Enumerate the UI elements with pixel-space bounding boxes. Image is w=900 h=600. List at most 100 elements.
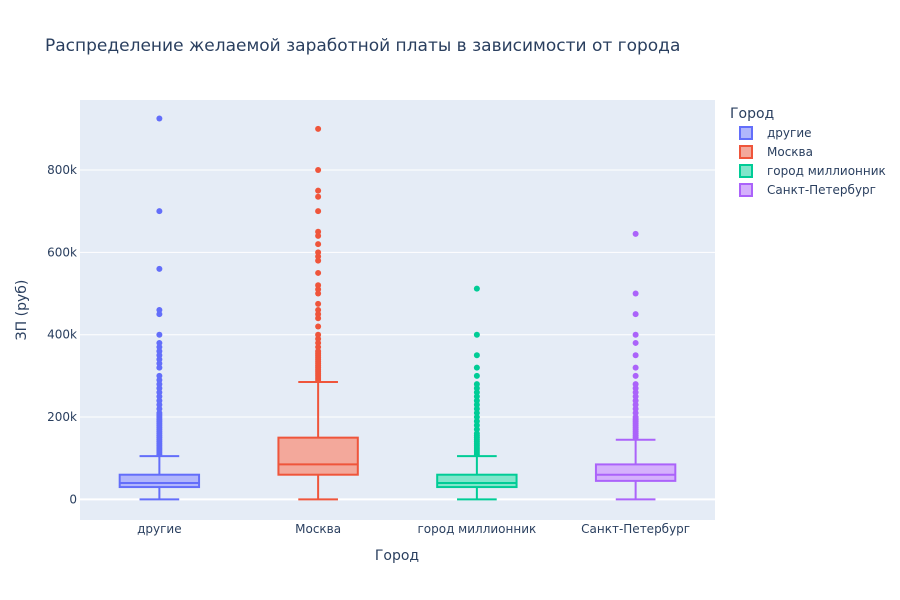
outlier-point [315, 249, 322, 256]
legend[interactable]: Город другие Москва город миллионник Санкт-… [730, 106, 886, 197]
outlier-point [156, 348, 163, 355]
outlier-point [315, 300, 322, 307]
outlier-point [473, 385, 480, 392]
y-tick-label: 400k [47, 328, 77, 342]
outlier-point [632, 405, 639, 412]
outlier-point [315, 331, 322, 338]
outlier-point [156, 372, 163, 379]
outlier-point [473, 331, 480, 338]
outlier-point [632, 409, 639, 416]
outlier-point [632, 389, 639, 396]
outlier-point [315, 125, 322, 132]
legend-item[interactable]: другие [739, 126, 812, 140]
outlier-point [473, 352, 480, 359]
outlier-point [473, 364, 480, 371]
chart-title: Распределение желаемой заработной платы … [45, 36, 680, 56]
outlier-point [315, 253, 322, 260]
outlier-point [632, 397, 639, 404]
legend-label: Санкт-Петербург [767, 183, 876, 197]
outlier-point [473, 409, 480, 416]
outlier-point [315, 286, 322, 293]
outlier-point [632, 352, 639, 359]
outlier-point [315, 269, 322, 276]
outlier-point [156, 360, 163, 367]
outlier-point [156, 389, 163, 396]
outlier-point [315, 208, 322, 215]
y-tick-label: 600k [47, 245, 77, 259]
outlier-point [473, 389, 480, 396]
outlier-point [632, 414, 639, 421]
outlier-point [156, 393, 163, 400]
outlier-point [632, 311, 639, 318]
box-iqr [594, 463, 677, 482]
outlier-point [156, 307, 163, 313]
outlier-point [315, 241, 322, 248]
outlier-point [156, 401, 163, 408]
outlier-point [632, 339, 639, 346]
outlier-point [632, 331, 639, 338]
outlier-point [315, 311, 322, 318]
outlier-point [156, 208, 163, 215]
outlier-point [156, 311, 163, 318]
x-tick-label: Санкт-Петербург [581, 522, 690, 536]
box-trace[interactable] [277, 125, 359, 501]
legend-swatch [739, 145, 753, 159]
outlier-point [156, 331, 163, 338]
legend-swatch [739, 183, 753, 197]
outlier-point [315, 228, 322, 235]
outlier-point [315, 193, 322, 200]
x-tick-label: другие [137, 522, 182, 536]
legend-label: другие [767, 126, 812, 140]
x-axis-title: Город [375, 548, 419, 564]
y-axis-ticks: 0 200k 400k 600k 800k [47, 163, 77, 506]
outlier-point [473, 418, 480, 425]
legend-swatch [739, 164, 753, 178]
outlier-point [473, 393, 480, 400]
legend-label: город миллионник [767, 164, 886, 178]
outlier-point [315, 187, 322, 194]
legend-swatch [739, 126, 753, 140]
box-trace[interactable] [118, 115, 201, 501]
box-iqr [277, 436, 359, 476]
outlier-point [156, 364, 163, 371]
outlier-point [315, 232, 322, 239]
outlier-point [315, 348, 322, 355]
legend-item[interactable]: Санкт-Петербург [739, 183, 876, 197]
legend-title: Город [730, 106, 774, 122]
outlier-point [156, 381, 163, 388]
outlier-point [632, 381, 639, 388]
outlier-point [473, 401, 480, 408]
outlier-point [315, 335, 322, 342]
box-trace[interactable] [436, 285, 518, 501]
outlier-point [632, 385, 639, 392]
legend-item[interactable]: Москва [739, 145, 813, 159]
outlier-point [473, 422, 480, 429]
y-axis-title: ЗП (руб) [14, 280, 30, 341]
outlier-point [632, 230, 639, 237]
outlier-point [315, 323, 322, 330]
outlier-point [315, 307, 322, 313]
outlier-point [473, 285, 480, 292]
outlier-point [473, 430, 480, 437]
outlier-point [473, 426, 480, 433]
outlier-point [156, 397, 163, 404]
outlier-point [632, 393, 639, 400]
outlier-point [473, 372, 480, 379]
legend-item[interactable]: город миллионник [739, 164, 886, 178]
box-trace[interactable] [594, 230, 677, 501]
y-tick-label: 0 [69, 492, 77, 506]
outlier-point [315, 282, 322, 289]
outlier-point [156, 339, 163, 346]
outlier-point [156, 115, 163, 122]
legend-label: Москва [767, 145, 813, 159]
outlier-point [632, 401, 639, 408]
box-iqr [436, 473, 518, 489]
y-tick-label: 800k [47, 163, 77, 177]
outlier-point [632, 364, 639, 371]
outlier-point [473, 381, 480, 388]
outlier-point [156, 265, 163, 272]
x-tick-label: Москва [295, 522, 341, 536]
outlier-point [632, 372, 639, 379]
outlier-point [473, 397, 480, 404]
